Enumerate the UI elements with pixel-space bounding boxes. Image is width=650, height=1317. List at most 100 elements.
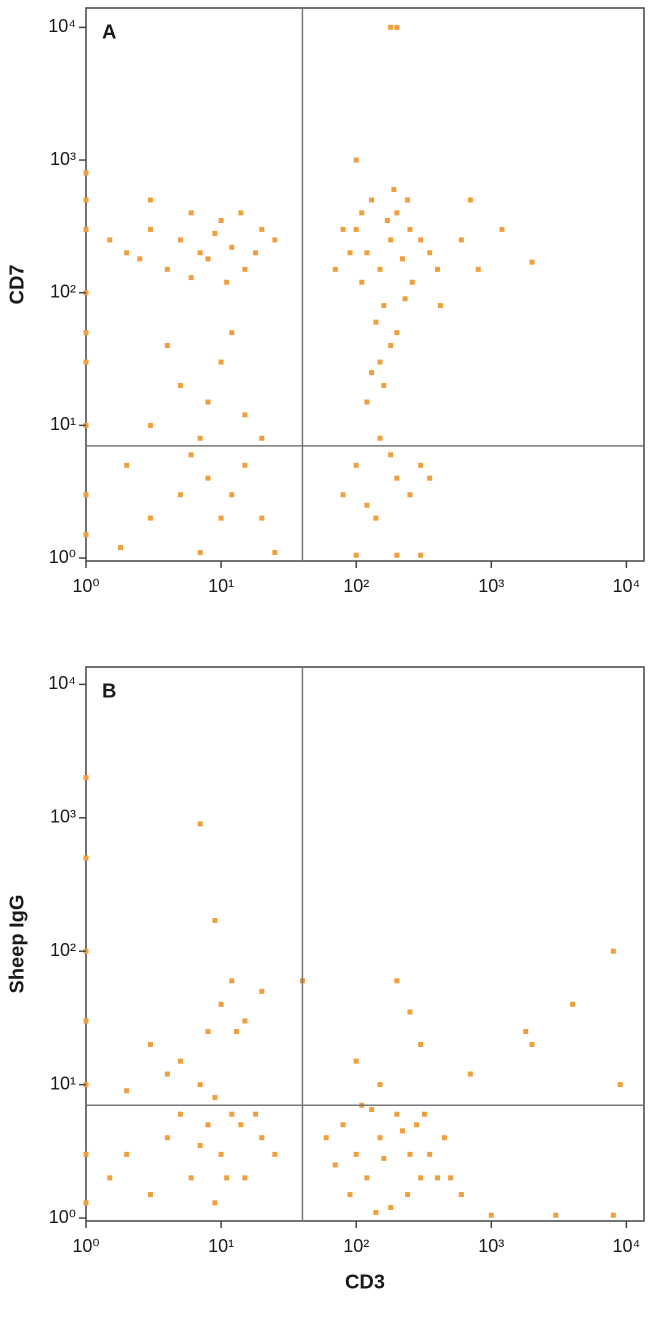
y-tick-label: 10⁴ bbox=[48, 673, 76, 693]
x-axis-label: CD3 bbox=[345, 1271, 385, 1293]
event-dot bbox=[107, 1175, 113, 1181]
event-dot bbox=[177, 492, 183, 498]
event-dot bbox=[259, 1135, 265, 1141]
event-dot bbox=[388, 237, 394, 243]
panel-label: A bbox=[102, 21, 116, 43]
event-dot bbox=[259, 435, 265, 441]
event-dot bbox=[332, 266, 338, 272]
event-dot bbox=[177, 1111, 183, 1117]
event-dot bbox=[409, 279, 415, 285]
event-dot bbox=[177, 382, 183, 388]
event-dot bbox=[229, 244, 235, 250]
event-dot bbox=[83, 855, 89, 861]
event-dot bbox=[253, 250, 259, 256]
event-dot bbox=[197, 435, 203, 441]
event-dot bbox=[359, 210, 365, 216]
event-dot bbox=[332, 1162, 338, 1168]
event-dot bbox=[377, 359, 383, 365]
event-dot bbox=[233, 1029, 239, 1035]
event-dot bbox=[124, 462, 130, 468]
event-dot bbox=[373, 515, 379, 521]
event-dot bbox=[83, 1018, 89, 1024]
event-dot bbox=[242, 1018, 248, 1024]
event-dot bbox=[499, 226, 505, 232]
y-axis-label: Sheep IgG bbox=[6, 895, 28, 994]
event-dot bbox=[147, 1192, 153, 1198]
y-tick-label: 10² bbox=[50, 940, 76, 960]
event-dot bbox=[238, 1122, 244, 1128]
panel-label: B bbox=[102, 680, 116, 702]
event-dot bbox=[388, 452, 394, 458]
y-tick-label: 10³ bbox=[50, 149, 76, 169]
y-tick-label: 10¹ bbox=[50, 1073, 76, 1093]
event-dot bbox=[394, 552, 400, 558]
event-dot bbox=[402, 296, 408, 302]
plot-frame bbox=[85, 666, 645, 1222]
event-dot bbox=[107, 237, 113, 243]
event-dot bbox=[377, 266, 383, 272]
event-dot bbox=[197, 821, 203, 827]
event-dot bbox=[124, 1088, 130, 1094]
y-axis-label: CD7 bbox=[6, 264, 28, 304]
plot-frame bbox=[85, 7, 645, 562]
event-dot bbox=[224, 1175, 230, 1181]
event-dot bbox=[83, 1200, 89, 1206]
event-dot bbox=[229, 492, 235, 498]
event-dot bbox=[218, 218, 224, 224]
event-dot bbox=[188, 210, 194, 216]
event-dot bbox=[347, 250, 353, 256]
event-dot bbox=[353, 1058, 359, 1064]
event-dot bbox=[259, 515, 265, 521]
event-dot bbox=[369, 370, 375, 376]
event-dot bbox=[381, 303, 387, 309]
y-tick-label: 10² bbox=[50, 281, 76, 301]
y-tick-label: 10³ bbox=[50, 807, 76, 827]
event-dot bbox=[353, 157, 359, 163]
event-dot bbox=[394, 24, 400, 30]
event-dot bbox=[83, 775, 89, 781]
event-dot bbox=[147, 515, 153, 521]
event-dot bbox=[364, 1175, 370, 1181]
x-tick-label: 10³ bbox=[478, 576, 504, 596]
event-dot bbox=[388, 343, 394, 349]
event-dot bbox=[394, 330, 400, 336]
event-dot bbox=[394, 210, 400, 216]
event-dot bbox=[353, 552, 359, 558]
event-dot bbox=[188, 452, 194, 458]
event-dot bbox=[253, 1111, 259, 1117]
y-tick-label: 10⁰ bbox=[49, 547, 76, 567]
x-tick-label: 10² bbox=[343, 576, 369, 596]
event-dot bbox=[238, 210, 244, 216]
event-dot bbox=[242, 1175, 248, 1181]
event-dot bbox=[407, 226, 413, 232]
y-tick-label: 10¹ bbox=[50, 414, 76, 434]
x-tick-label: 10⁴ bbox=[613, 576, 641, 596]
event-dot bbox=[177, 237, 183, 243]
event-dot bbox=[83, 330, 89, 336]
event-dot bbox=[475, 266, 481, 272]
event-dot bbox=[458, 1192, 464, 1198]
event-dot bbox=[218, 1151, 224, 1157]
event-dot bbox=[381, 382, 387, 388]
event-dot bbox=[212, 230, 218, 236]
event-dot bbox=[272, 1151, 278, 1157]
event-dot bbox=[529, 259, 535, 265]
event-dot bbox=[164, 1071, 170, 1077]
event-dot bbox=[188, 275, 194, 281]
event-dot bbox=[205, 1029, 211, 1035]
x-tick-label: 10⁰ bbox=[72, 1236, 99, 1256]
event-dot bbox=[205, 399, 211, 405]
event-dot bbox=[83, 197, 89, 203]
event-dot bbox=[529, 1041, 535, 1047]
event-dot bbox=[197, 250, 203, 256]
event-dot bbox=[458, 237, 464, 243]
event-dot bbox=[394, 978, 400, 984]
y-tick-label: 10⁰ bbox=[49, 1207, 76, 1227]
event-dot bbox=[407, 1009, 413, 1015]
event-dot bbox=[388, 1204, 394, 1210]
event-dot bbox=[353, 226, 359, 232]
event-dot bbox=[164, 1135, 170, 1141]
event-dot bbox=[124, 250, 130, 256]
event-dot bbox=[617, 1082, 623, 1088]
